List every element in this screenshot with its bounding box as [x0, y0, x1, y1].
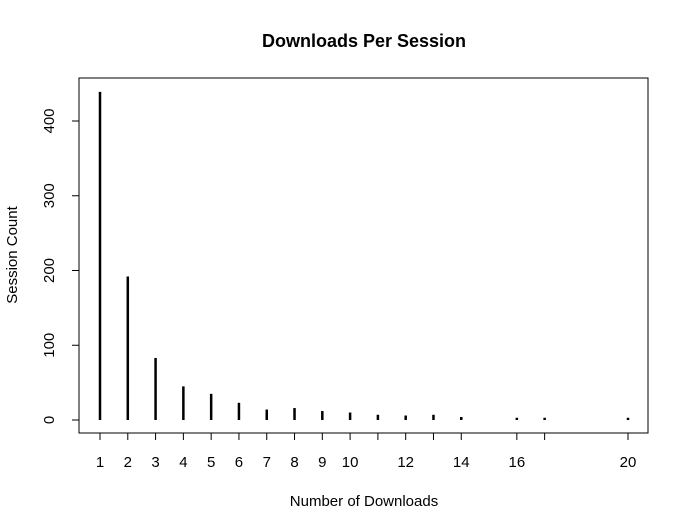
x-tick-label-14: 14 [453, 454, 470, 471]
x-tick-label-3: 3 [151, 454, 159, 471]
x-tick-label-12: 12 [397, 454, 414, 471]
x-tick-label-10: 10 [342, 454, 359, 471]
x-tick-label-20: 20 [620, 454, 637, 471]
x-tick-label-8: 8 [290, 454, 298, 471]
bars-layer [98, 91, 630, 420]
y-axis: 0 100 200 300 400 [41, 108, 80, 424]
x-tick-label-7: 7 [263, 454, 271, 471]
x-tick-label-5: 5 [207, 454, 215, 471]
y-tick-label-400: 400 [41, 108, 58, 133]
x-tick-label-9: 9 [318, 454, 326, 471]
x-tick-label-4: 4 [179, 454, 187, 471]
x-tick-label-16: 16 [508, 454, 525, 471]
x-axis-label: Number of Downloads [290, 493, 438, 510]
x-axis: 1 2 3 4 5 6 7 8 9 10 12 14 16 20 [96, 432, 637, 471]
plot-frame [78, 77, 649, 434]
chart-title: Downloads Per Session [262, 31, 466, 51]
y-tick-label-0: 0 [41, 416, 58, 424]
x-tick-label-2: 2 [124, 454, 132, 471]
y-tick-label-100: 100 [41, 333, 58, 358]
y-axis-label: Session Count [4, 205, 21, 303]
x-tick-label-1: 1 [96, 454, 104, 471]
x-tick-label-6: 6 [235, 454, 243, 471]
y-tick-label-200: 200 [41, 258, 58, 283]
y-tick-label-300: 300 [41, 183, 58, 208]
